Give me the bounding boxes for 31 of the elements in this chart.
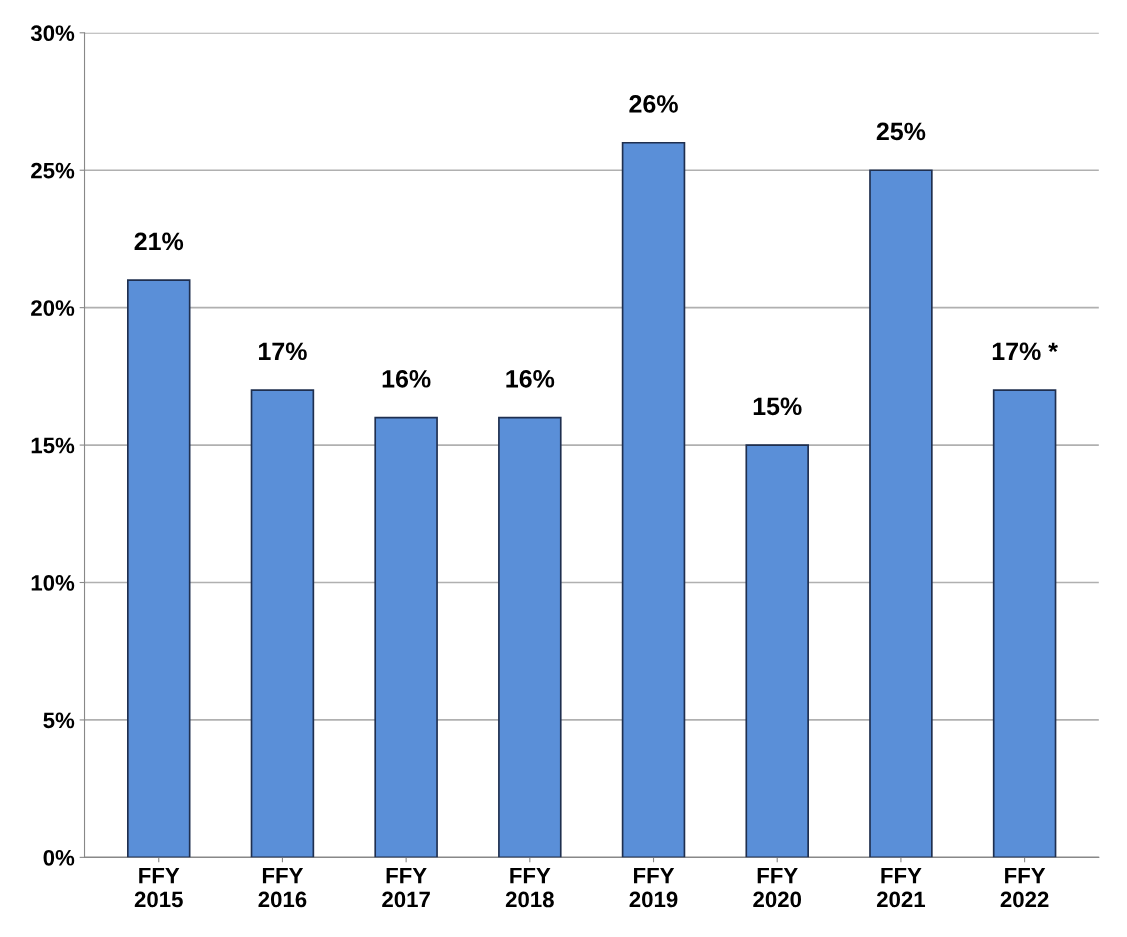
y-tick-label: 20% bbox=[31, 300, 75, 316]
data-label: 21% bbox=[134, 232, 184, 251]
y-tick-label: 5% bbox=[43, 712, 75, 729]
data-label: 26% bbox=[629, 95, 678, 113]
x-tick-label: FFY 2018 bbox=[505, 867, 554, 908]
data-label: 16% bbox=[506, 369, 555, 388]
y-tick-label: 25% bbox=[31, 162, 75, 179]
x-tick-label: FFY 2016 bbox=[258, 867, 307, 908]
bar bbox=[992, 389, 1057, 858]
y-tick-label: 30% bbox=[30, 25, 75, 42]
bar bbox=[869, 169, 933, 858]
data-label: 17% bbox=[258, 342, 307, 361]
data-label: 15% bbox=[753, 397, 802, 416]
y-tick-label: 0% bbox=[43, 849, 75, 866]
x-tick-label: FFY 2017 bbox=[382, 867, 430, 908]
x-tick-label: FFY 2015 bbox=[134, 867, 183, 908]
x-tick-label: FFY 2021 bbox=[876, 867, 926, 908]
data-label: 17% * bbox=[992, 342, 1058, 361]
bar bbox=[126, 279, 191, 858]
bar bbox=[745, 444, 809, 858]
data-label: 16% bbox=[382, 369, 431, 388]
y-tick-label: 15% bbox=[31, 437, 75, 454]
bar bbox=[621, 141, 686, 858]
x-tick-label: FFY 2019 bbox=[629, 867, 678, 908]
x-tick-label: FFY 2022 bbox=[1000, 867, 1049, 908]
bar bbox=[498, 416, 562, 858]
y-tick-label: 10% bbox=[31, 575, 75, 591]
data-label: 25% bbox=[876, 122, 926, 141]
x-tick-label: FFY 2020 bbox=[753, 867, 802, 908]
bar bbox=[250, 389, 315, 858]
bar bbox=[374, 416, 438, 858]
